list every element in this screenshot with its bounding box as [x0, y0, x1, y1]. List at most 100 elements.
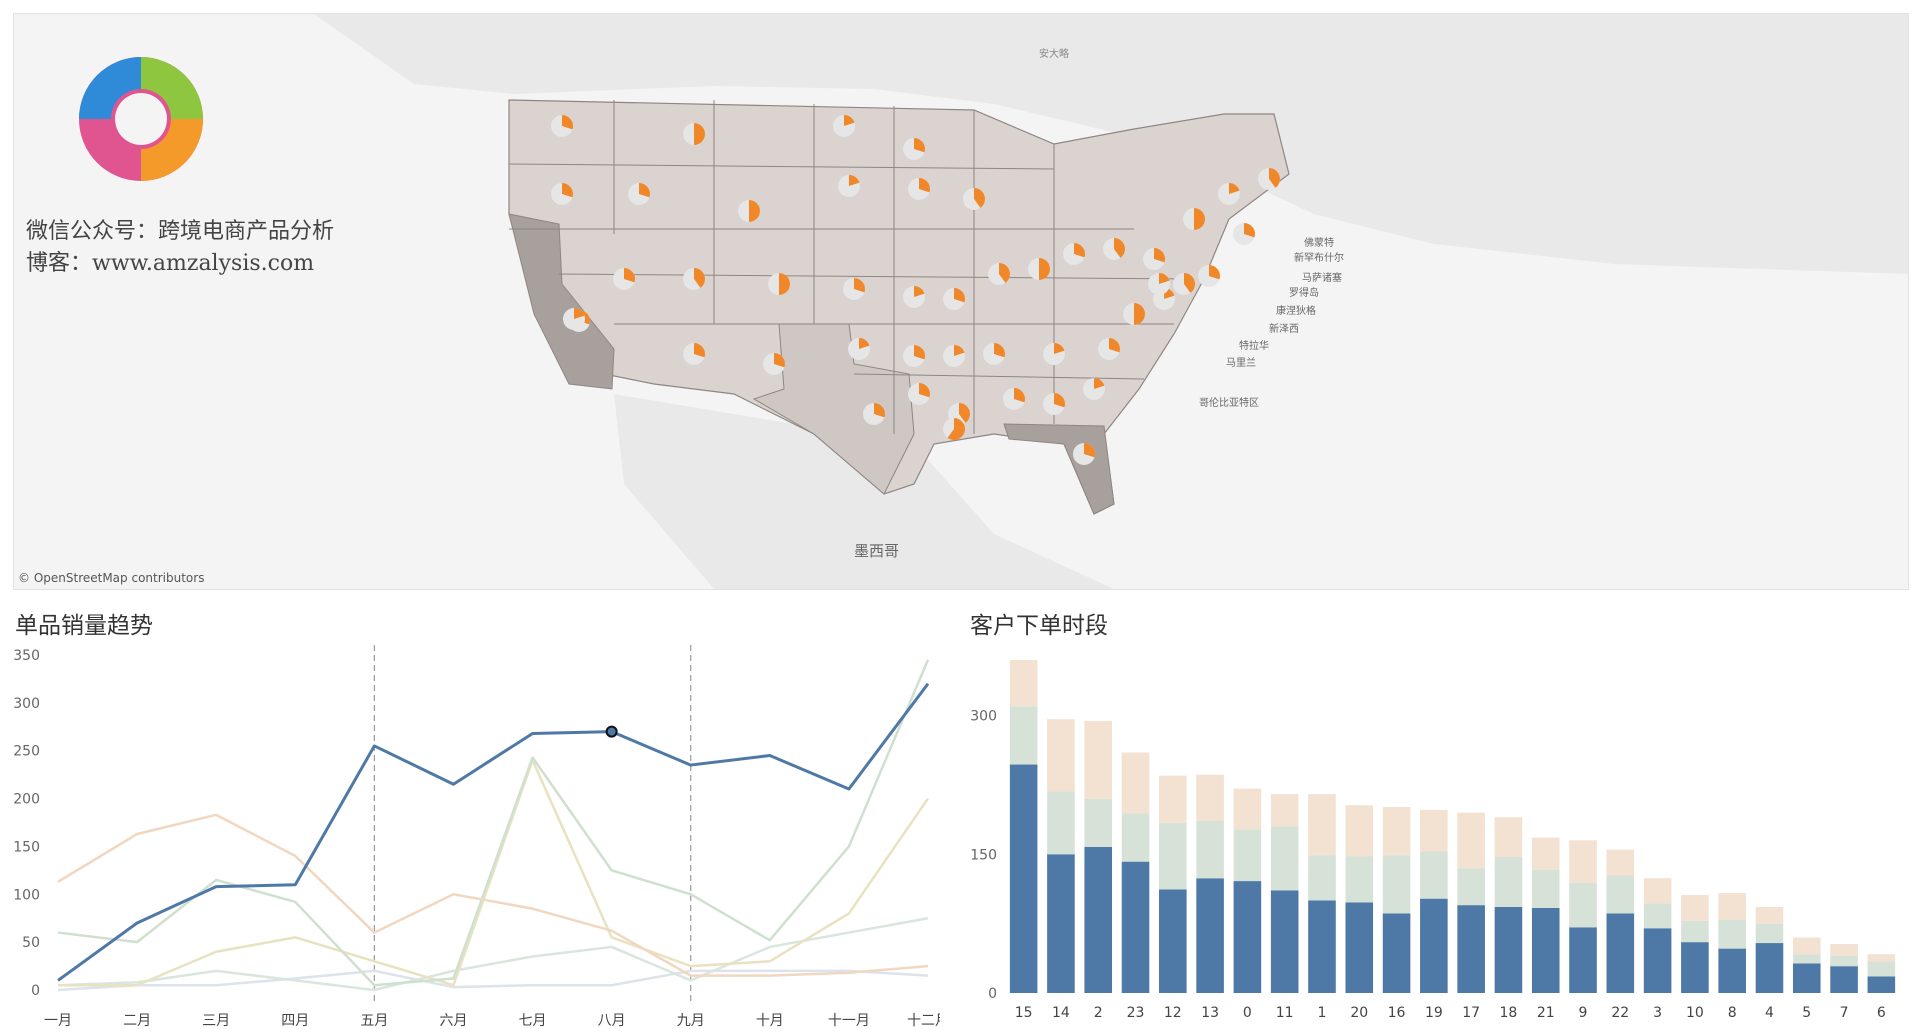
bar-segment[interactable] [1196, 878, 1224, 993]
bar-segment[interactable] [1009, 660, 1038, 707]
bar-segment[interactable] [1084, 721, 1113, 799]
bar-segment[interactable] [1308, 900, 1336, 994]
bar-segment[interactable] [1121, 861, 1150, 993]
bar-segment[interactable] [1159, 889, 1187, 993]
bar-segment[interactable] [1643, 928, 1672, 993]
svg-text:罗得岛: 罗得岛 [1289, 286, 1319, 299]
bar-segment[interactable] [1569, 882, 1597, 928]
state-pie-slice [919, 383, 930, 398]
state-pie-slice [1114, 238, 1126, 258]
bar-segment[interactable] [1457, 905, 1485, 993]
bar-segment[interactable] [1457, 868, 1485, 906]
series-line[interactable] [58, 759, 930, 987]
series-line[interactable] [57, 659, 930, 987]
bar-segment[interactable] [1494, 857, 1523, 907]
bar-segment[interactable] [1420, 851, 1448, 899]
bar-segment[interactable] [1718, 919, 1746, 949]
bar-segment[interactable] [1420, 898, 1448, 993]
bar-segment[interactable] [1643, 903, 1672, 929]
bar-segment[interactable] [1494, 906, 1523, 993]
bar-segment[interactable] [1867, 961, 1896, 977]
bar-segment[interactable] [1047, 791, 1075, 855]
bar-segment[interactable] [1159, 775, 1187, 823]
bar-segment[interactable] [1084, 846, 1113, 993]
bar-segment[interactable] [1196, 774, 1224, 821]
x-tick-label: 三月 [202, 1013, 230, 1029]
bar-segment[interactable] [1755, 923, 1784, 944]
x-tick-label: 15 [1015, 1005, 1033, 1021]
state-pie-markers[interactable] [551, 115, 1281, 465]
bar-segment[interactable] [1830, 943, 1858, 956]
svg-text:马萨诸塞: 马萨诸塞 [1302, 271, 1342, 284]
bar-segment[interactable] [1531, 907, 1560, 993]
state-pie-slice [779, 273, 790, 295]
bar-segment[interactable] [1867, 954, 1896, 962]
bar-segment[interactable] [1830, 966, 1858, 993]
bar-segment[interactable] [1196, 820, 1224, 879]
y-tick-label: 350 [13, 648, 40, 664]
bar-segment[interactable] [1792, 954, 1821, 964]
watermark-line-blog: 博客：www.amzalysis.com [26, 251, 315, 276]
bar-segment[interactable] [1792, 963, 1821, 993]
bar-segment[interactable] [1569, 840, 1597, 883]
series-line[interactable] [57, 969, 929, 992]
bar-segment[interactable] [1643, 878, 1672, 904]
bar-segment[interactable] [1009, 706, 1038, 765]
highlight-point[interactable] [605, 725, 618, 738]
bar-segment[interactable] [1121, 813, 1150, 862]
bar-segment[interactable] [1345, 805, 1374, 857]
map-attribution[interactable]: © OpenStreetMap contributors [18, 571, 205, 585]
bar-segment[interactable] [1308, 855, 1336, 901]
x-tick-label: 1 [1318, 1005, 1327, 1021]
bar-segment[interactable] [1531, 869, 1560, 908]
bar-segment[interactable] [1606, 849, 1635, 876]
bar-segment[interactable] [1755, 906, 1784, 924]
bar-segment[interactable] [1755, 943, 1784, 993]
bar-segment[interactable] [1233, 788, 1262, 830]
bar-segment[interactable] [1681, 894, 1709, 921]
bar-segment[interactable] [1270, 826, 1299, 891]
y-tick-label: 0 [988, 986, 997, 1002]
bar-segment[interactable] [1830, 956, 1858, 967]
bar-segment[interactable] [1382, 807, 1411, 856]
bar-segment[interactable] [1867, 976, 1896, 993]
series-line[interactable] [57, 682, 930, 982]
series-line[interactable] [57, 916, 929, 992]
bar-segment[interactable] [1233, 881, 1262, 993]
map-panel[interactable]: 安大略 墨西哥 佛蒙特 新罕布什尔 马萨诸塞 罗得岛 康涅狄格 新泽西 特拉华 … [13, 13, 1909, 590]
watermark-text: 微信公众号：跨境电商产品分析 博客：www.amzalysis.com [26, 216, 334, 280]
bar-segment[interactable] [1531, 837, 1560, 870]
state-pie-slice [694, 123, 705, 145]
bar-segment[interactable] [1718, 893, 1746, 920]
bar-segment[interactable] [1681, 942, 1709, 993]
bar-segment[interactable] [1047, 854, 1075, 993]
bar-segment[interactable] [1569, 927, 1597, 993]
state-pie-slice [1094, 378, 1105, 389]
bar-segment[interactable] [1606, 875, 1635, 914]
bar-segment[interactable] [1382, 855, 1411, 914]
bar-segment[interactable] [1382, 913, 1411, 993]
bar-segment[interactable] [1345, 902, 1374, 993]
bar-segment[interactable] [1270, 794, 1299, 827]
bar-segment[interactable] [1084, 798, 1113, 847]
bar-segment[interactable] [1009, 764, 1038, 993]
bar-segment[interactable] [1121, 752, 1150, 814]
bar-segment[interactable] [1308, 794, 1336, 856]
bar-segment[interactable] [1494, 817, 1523, 858]
bar-segment[interactable] [1792, 937, 1821, 955]
bar-segment[interactable] [1420, 809, 1448, 852]
bar-segment[interactable] [1457, 812, 1485, 869]
bar-segment[interactable] [1606, 913, 1635, 993]
bar-segment[interactable] [1159, 822, 1187, 890]
bar-segment[interactable] [1233, 829, 1262, 882]
map-canvas[interactable]: 安大略 墨西哥 佛蒙特 新罕布什尔 马萨诸塞 罗得岛 康涅狄格 新泽西 特拉华 … [14, 14, 1908, 589]
x-tick-label: 二月 [123, 1013, 151, 1029]
bar-segment[interactable] [1681, 920, 1709, 943]
series-line[interactable] [57, 813, 929, 977]
trend-line-chart[interactable]: 0 50 100 150 200 250 300 350 一月 二月 三月 四月 五月 六月 七月 八月 九月 十… [0, 635, 940, 1029]
bar-segment[interactable] [1718, 948, 1746, 993]
bar-segment[interactable] [1047, 719, 1075, 792]
bar-segment[interactable] [1270, 890, 1299, 993]
bar-segment[interactable] [1345, 856, 1374, 903]
